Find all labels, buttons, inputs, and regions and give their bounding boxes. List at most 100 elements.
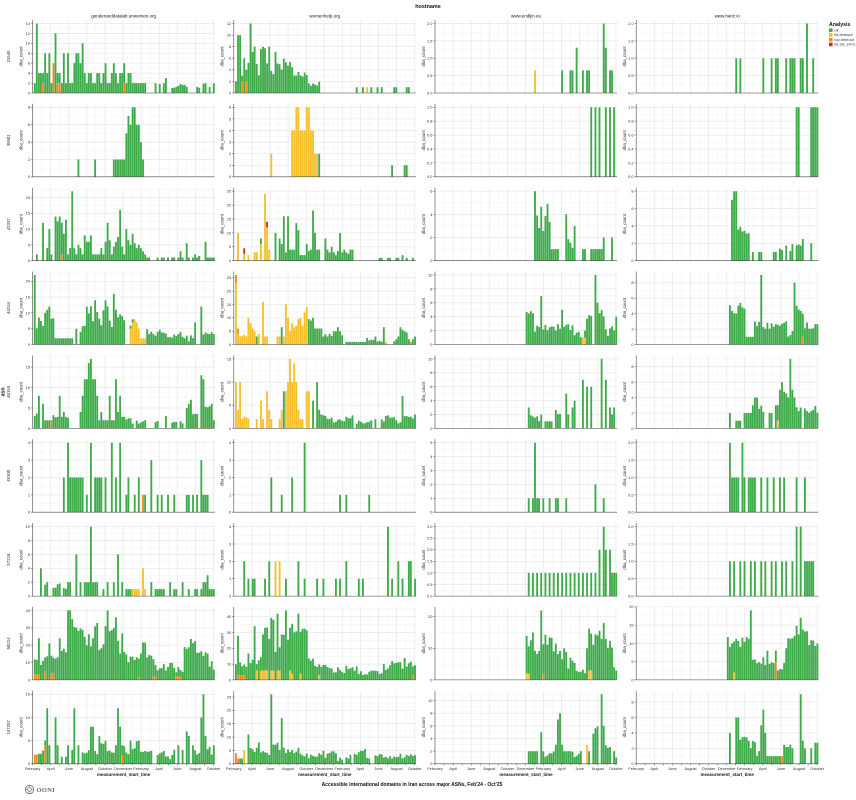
svg-text:dba_count: dba_count	[18, 465, 23, 486]
svg-text:4: 4	[229, 128, 232, 133]
svg-text:1: 1	[229, 163, 231, 168]
svg-text:10: 10	[26, 227, 31, 232]
svg-text:10: 10	[26, 524, 31, 529]
svg-text:3: 3	[229, 458, 231, 463]
svg-text:measurement_start_time: measurement_start_time	[701, 772, 755, 777]
svg-text:5: 5	[28, 738, 30, 743]
svg-text:August: August	[189, 766, 202, 771]
svg-text:tls.ssl_error: tls.ssl_error	[834, 42, 855, 47]
svg-text:2.0: 2.0	[628, 21, 634, 26]
svg-text:1.0: 1.0	[427, 56, 433, 61]
svg-text:10: 10	[227, 315, 232, 320]
svg-text:April: April	[558, 766, 566, 771]
svg-text:2: 2	[28, 475, 30, 480]
svg-text:dba_count: dba_count	[220, 46, 225, 67]
svg-text:5: 5	[229, 244, 231, 249]
svg-text:April: April	[248, 766, 256, 771]
svg-text:8: 8	[28, 51, 30, 56]
svg-text:February: February	[25, 766, 41, 771]
svg-text:8: 8	[631, 364, 633, 369]
svg-text:April: April	[650, 766, 658, 771]
svg-text:0: 0	[430, 426, 433, 431]
svg-text:20: 20	[26, 279, 31, 284]
svg-text:October: October	[702, 766, 717, 771]
svg-text:5: 5	[430, 440, 432, 445]
svg-text:20: 20	[227, 203, 232, 208]
svg-text:dba_count: dba_count	[220, 129, 225, 150]
svg-text:0: 0	[631, 258, 634, 263]
svg-text:1.5: 1.5	[628, 458, 633, 463]
svg-text:10: 10	[428, 698, 433, 703]
svg-text:5: 5	[28, 326, 30, 331]
svg-text:genderanddatalab.unwomen.org: genderanddatalab.unwomen.org	[91, 13, 156, 18]
svg-text:December: December	[718, 766, 737, 771]
svg-text:0.5: 0.5	[628, 73, 633, 78]
svg-text:February: February	[737, 766, 753, 771]
svg-text:4: 4	[430, 736, 433, 741]
svg-text:www.eridljin.eu: www.eridljin.eu	[511, 13, 542, 18]
svg-text:dba_count: dba_count	[622, 213, 627, 234]
svg-text:8: 8	[430, 370, 432, 375]
svg-text:42337: 42337	[6, 218, 11, 231]
svg-text:2.5: 2.5	[427, 536, 432, 541]
svg-text:1.0: 1.0	[628, 559, 634, 564]
svg-text:0: 0	[631, 426, 634, 431]
svg-text:3: 3	[229, 541, 231, 546]
svg-text:6: 6	[229, 105, 231, 110]
svg-text:June: June	[65, 766, 73, 771]
svg-text:10: 10	[428, 646, 433, 651]
svg-text:4: 4	[631, 730, 634, 735]
svg-text:2.0: 2.0	[427, 21, 433, 26]
svg-text:6: 6	[28, 61, 30, 66]
svg-text:4: 4	[631, 223, 634, 228]
svg-text:15: 15	[227, 302, 231, 307]
svg-text:2: 2	[229, 79, 231, 84]
svg-text:4: 4	[229, 524, 232, 529]
svg-text:tcp.timeout: tcp.timeout	[834, 37, 854, 42]
svg-text:2: 2	[430, 328, 432, 333]
svg-text:31549: 31549	[6, 50, 11, 63]
svg-text:4: 4	[430, 454, 433, 459]
svg-text:10: 10	[227, 735, 232, 740]
svg-text:dba_count: dba_count	[18, 381, 23, 402]
svg-text:June: June	[575, 766, 583, 771]
svg-text:30: 30	[227, 630, 232, 635]
svg-text:dba_count: dba_count	[421, 549, 426, 570]
svg-text:dba_count: dba_count	[622, 46, 627, 67]
svg-text:8: 8	[631, 280, 633, 285]
svg-text:44244: 44244	[6, 301, 11, 314]
svg-text:6: 6	[430, 384, 432, 389]
svg-text:0: 0	[229, 258, 232, 263]
svg-text:1: 1	[229, 576, 231, 581]
svg-text:February: February	[226, 766, 242, 771]
svg-text:dba_count: dba_count	[220, 549, 225, 570]
svg-text:4: 4	[430, 212, 433, 217]
svg-text:2: 2	[631, 410, 633, 415]
svg-text:4: 4	[631, 395, 634, 400]
svg-text:dba_count: dba_count	[622, 716, 627, 737]
svg-text:15: 15	[26, 295, 30, 300]
svg-text:10: 10	[26, 310, 31, 315]
svg-text:0.5: 0.5	[628, 492, 633, 497]
svg-text:6: 6	[631, 206, 633, 211]
svg-text:25: 25	[227, 694, 231, 699]
svg-text:April: April	[357, 766, 365, 771]
svg-text:0: 0	[229, 510, 232, 515]
svg-text:197207: 197207	[6, 720, 11, 735]
svg-text:dba_count: dba_count	[220, 716, 225, 737]
svg-text:0.8: 0.8	[628, 119, 633, 124]
svg-text:0.0: 0.0	[628, 510, 634, 515]
svg-text:25: 25	[227, 189, 231, 194]
svg-text:0: 0	[28, 761, 31, 766]
svg-text:0: 0	[229, 90, 232, 95]
svg-text:5: 5	[28, 405, 30, 410]
svg-text:10: 10	[26, 715, 31, 720]
svg-text:measurement_start_time: measurement_start_time	[298, 772, 352, 777]
svg-text:measurement_start_time: measurement_start_time	[499, 772, 553, 777]
svg-text:30: 30	[26, 625, 31, 630]
svg-text:8: 8	[631, 699, 633, 704]
svg-text:8: 8	[430, 711, 432, 716]
svg-text:0: 0	[430, 761, 433, 766]
svg-text:0.0: 0.0	[628, 174, 634, 179]
svg-text:15: 15	[227, 216, 231, 221]
